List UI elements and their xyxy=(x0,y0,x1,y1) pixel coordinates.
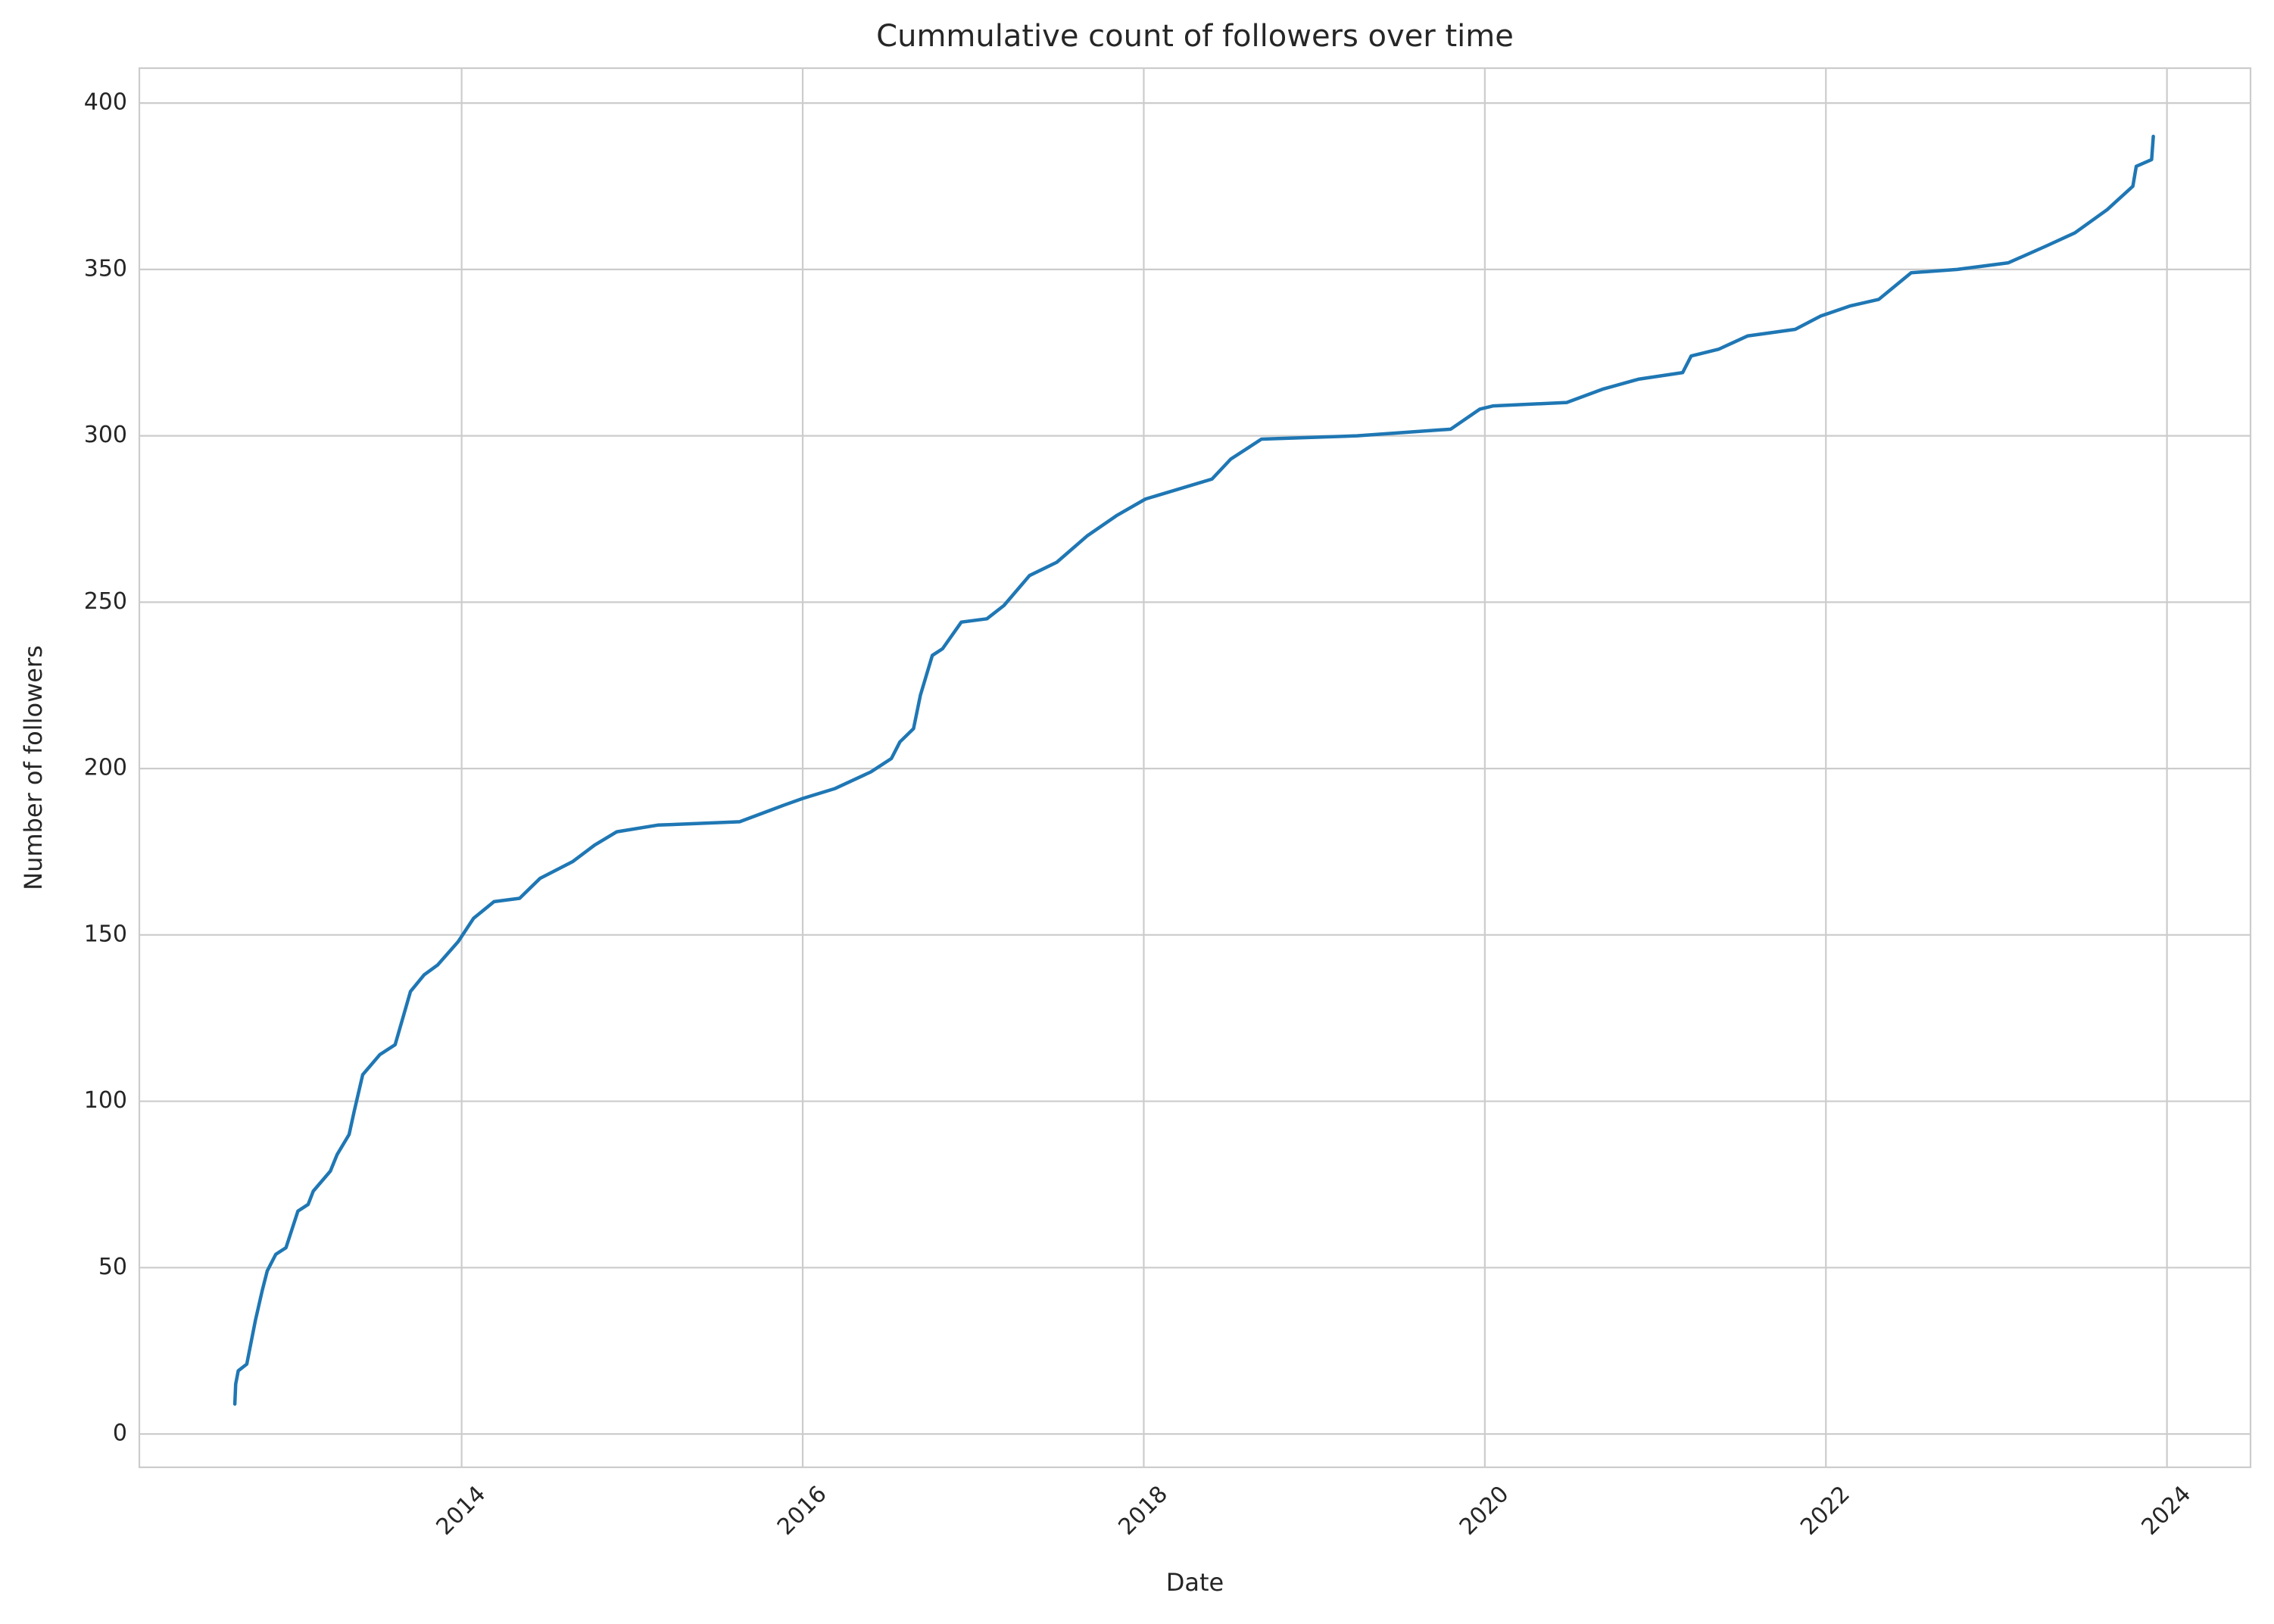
y-tick-label: 100 xyxy=(84,1087,127,1114)
plot-frame xyxy=(138,67,2252,1469)
y-tick-label: 350 xyxy=(84,255,127,282)
y-tick-label: 0 xyxy=(113,1420,127,1447)
y-tick-label: 300 xyxy=(84,422,127,448)
data-line xyxy=(232,134,2155,1406)
y-axis-label: Number of followers xyxy=(19,645,48,890)
y-tick-label: 50 xyxy=(98,1254,127,1280)
y-tick-label: 400 xyxy=(84,89,127,116)
y-tick-label: 250 xyxy=(84,588,127,615)
y-tick-label: 150 xyxy=(84,921,127,947)
x-axis-label: Date xyxy=(1166,1568,1224,1597)
chart-title: Cummulative count of followers over time xyxy=(876,19,1514,54)
y-tick-label: 200 xyxy=(84,755,127,781)
